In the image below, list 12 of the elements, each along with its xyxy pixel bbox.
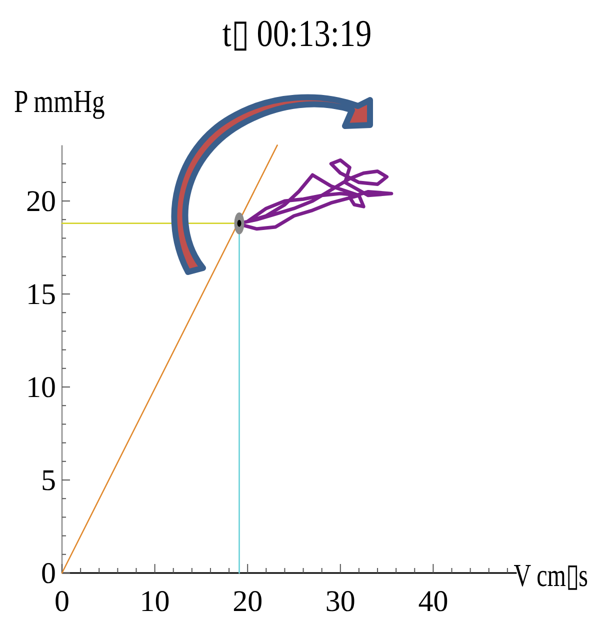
y-axis-title: P mmHg [14, 84, 105, 120]
y-tick-label: 20 [26, 185, 56, 218]
x-axis-title: V cm▯s [514, 558, 588, 594]
x-tick-label: 20 [232, 585, 263, 618]
x-tick-label: 10 [140, 585, 170, 618]
y-tick-label: 15 [26, 278, 56, 311]
x-tick-label: 30 [325, 585, 356, 618]
chart-title: t▯ 00:13:19 [222, 12, 372, 55]
x-tick-label: 40 [418, 585, 448, 618]
y-tick-label: 10 [26, 371, 56, 404]
y-tick-label: 5 [41, 464, 56, 497]
y-tick-label: 0 [41, 557, 56, 590]
